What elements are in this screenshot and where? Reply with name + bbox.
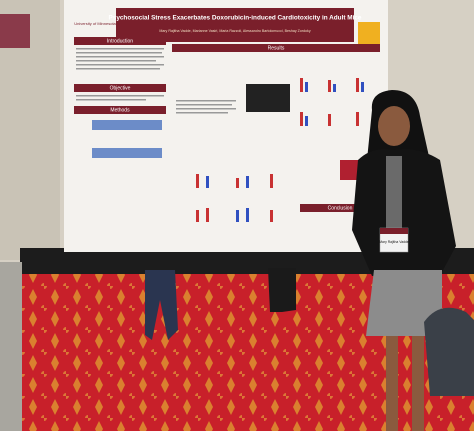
backpack — [424, 307, 474, 396]
shape — [76, 48, 164, 50]
blot-figure — [246, 84, 290, 112]
person-legs — [268, 268, 296, 312]
shape — [176, 104, 232, 106]
shape — [236, 178, 239, 188]
logo-right — [358, 22, 380, 44]
methods-figure — [92, 120, 162, 130]
shape — [76, 68, 160, 70]
header-bar — [300, 204, 380, 212]
presenter-top — [386, 156, 402, 236]
shape — [196, 174, 199, 188]
title-bar — [116, 8, 354, 42]
shape — [300, 78, 303, 92]
shape — [270, 174, 273, 188]
section-header: Methods — [110, 107, 130, 113]
methods-figure — [92, 148, 162, 158]
shape — [270, 210, 273, 222]
shape — [196, 210, 199, 222]
shape — [246, 208, 249, 222]
shape — [333, 84, 336, 92]
shape — [305, 82, 308, 92]
shape — [206, 176, 209, 188]
section-header: Objective — [110, 85, 131, 91]
shape — [246, 176, 249, 188]
header-bar — [74, 106, 166, 114]
shape — [76, 60, 156, 62]
shape — [176, 112, 228, 114]
shape — [356, 112, 359, 126]
presenter-leg — [412, 336, 424, 431]
section-header: Conclusion — [328, 205, 353, 211]
person-legs — [145, 270, 178, 340]
shape — [176, 108, 236, 110]
shape — [328, 80, 331, 92]
poster-logo: University of Minnesota — [74, 21, 116, 26]
shape — [236, 210, 239, 222]
sign-left — [0, 14, 30, 48]
shape — [305, 116, 308, 126]
presenter-blazer — [352, 149, 456, 276]
header-bar — [172, 44, 380, 52]
badge-name: Mary Rajitha Vadde — [379, 240, 409, 244]
shape — [76, 56, 164, 58]
shape — [328, 114, 331, 126]
shape — [356, 78, 359, 92]
badge-header — [380, 228, 408, 234]
header-bar — [74, 84, 166, 92]
section-header: Results — [268, 45, 285, 51]
shape — [76, 52, 162, 54]
shape — [361, 82, 364, 92]
shape — [76, 95, 164, 97]
shape — [206, 208, 209, 222]
poster-text-lines — [76, 48, 236, 114]
shape — [76, 99, 146, 101]
header-bar — [74, 37, 166, 45]
shape — [76, 64, 164, 66]
poster-title: Psychosocial Stress Exacerbates Doxorubi… — [109, 15, 362, 22]
presenter-leg — [386, 336, 398, 431]
shape — [176, 100, 236, 102]
section-header: Introduction — [107, 38, 133, 44]
logo-box — [80, 8, 110, 38]
poster-authors: Mary Rajitha Vadde, Marianne Vasiri, Mar… — [159, 29, 310, 33]
pole — [0, 262, 22, 431]
presenter-skirt — [366, 270, 442, 336]
presenter-face — [378, 106, 410, 146]
shape — [300, 112, 303, 126]
